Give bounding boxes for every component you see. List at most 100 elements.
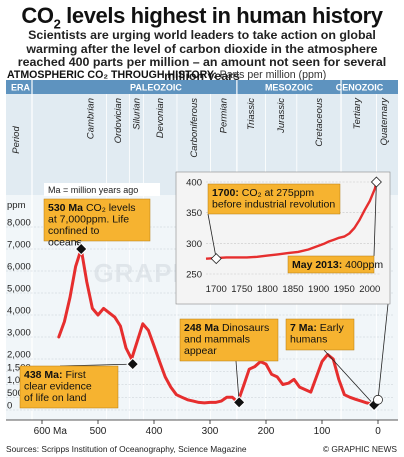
callout-marker	[74, 242, 88, 256]
x-tick-label: 600	[34, 426, 51, 437]
x-axis-label: Ma	[53, 426, 67, 437]
callout-line: humans	[290, 334, 327, 346]
callout-label: 7 Ma:	[290, 322, 320, 334]
callout-text: 7 Ma: Early humans	[290, 322, 344, 346]
callout-box	[285, 318, 355, 351]
callout-line: appear	[184, 345, 217, 357]
era-header-label: ERA	[11, 83, 31, 93]
y-tick-label: 500	[7, 388, 23, 399]
callout-line: confined to	[48, 225, 100, 237]
period-label: Ordovician	[113, 98, 124, 143]
x-axis-note: Ma = million years ago	[44, 183, 160, 196]
y-tick-label: 1,000	[7, 375, 31, 386]
source-note: Sources: Scripps Institution of Oceanogr…	[6, 444, 247, 454]
callout-box	[207, 183, 341, 215]
callout-text: 248 Ma Dinosaurs and mammals appear	[184, 322, 269, 357]
period-label: Silurian	[131, 98, 142, 130]
period-label: Quaternary	[379, 97, 390, 146]
y-tick-label: 0	[7, 401, 12, 412]
credit: © GRAPHIC NEWS	[322, 444, 397, 454]
period-label: Tertiary	[352, 97, 363, 130]
callout-line: 530 Ma CO₂ levels	[48, 202, 136, 214]
callout-text: 530 Ma CO₂ levels at 7,000ppm. Life confin…	[48, 202, 136, 249]
period-label: Triassic	[246, 98, 257, 130]
page-title: CO2 levels highest in human history	[21, 3, 383, 32]
period-label: Devonian	[155, 98, 166, 138]
annotation-248ma: 248 Ma Dinosaurs and mammals appear	[179, 318, 279, 409]
x-tick-label: 400	[146, 426, 163, 437]
callout-text: 438 Ma: First clear evidence of life on la…	[24, 369, 92, 404]
chart-section-label: ATMOSPHERIC CO₂ THROUGH HISTORY: Parts p…	[7, 69, 326, 81]
callout-line: 7 Ma: Early	[290, 322, 344, 334]
period-label: Cretaceous	[314, 98, 325, 147]
callout-box	[287, 255, 375, 274]
callout-box	[43, 198, 151, 242]
callout-leader	[235, 360, 240, 403]
callout-label: 248 Ma	[184, 322, 222, 334]
x-tick-label: 300	[202, 426, 219, 437]
inset-x-tick-label: 1900	[308, 284, 329, 295]
callout-text: May 2013: 400ppm	[292, 259, 383, 271]
period-label: Permian	[219, 98, 230, 133]
y-tick-label: 3,000	[7, 328, 31, 339]
callout-box	[19, 365, 119, 409]
inset-leader	[377, 303, 389, 400]
section-unit: Parts per million (ppm)	[219, 69, 327, 81]
callout-line: oceans	[48, 237, 82, 249]
callout-marker-shape	[370, 176, 382, 188]
x-tick-label: 500	[90, 426, 107, 437]
callout-leader	[207, 213, 217, 259]
callout-line: 438 Ma: First	[24, 369, 86, 381]
callout-label: May 2013:	[292, 259, 345, 271]
callout-marker	[210, 253, 222, 265]
y-axis-label: ppm	[7, 200, 26, 211]
inset-y-tick-label: 350	[186, 208, 202, 219]
x-tick-label: 100	[314, 426, 331, 437]
callout-label: 1700:	[212, 187, 242, 199]
era-header-band	[6, 80, 398, 94]
callout-line: 248 Ma Dinosaurs	[184, 322, 269, 334]
y-tick-label: 1,500	[7, 362, 31, 373]
era-label: PALEOZOIC	[130, 83, 182, 93]
callout-marker-shape	[210, 253, 222, 265]
inset-x-tick-label: 1850	[282, 284, 303, 295]
callout-line: at 7,000ppm. Life	[48, 214, 129, 226]
callout-marker	[126, 357, 140, 371]
period-label: Cambrian	[86, 98, 97, 139]
callout-marker	[370, 176, 382, 188]
inset-x-tick-label: 1950	[334, 284, 355, 295]
present-marker	[373, 394, 383, 405]
period-label: Jurassic	[276, 98, 287, 134]
inset-co2-line	[205, 181, 378, 260]
y-tick-label: 8,000	[7, 218, 31, 229]
y-tick-label: 5,000	[7, 284, 31, 295]
callout-label: 438 Ma:	[24, 369, 65, 381]
callout-leader	[59, 363, 133, 367]
inset-annotation-2013: May 2013: 400ppm	[287, 176, 383, 274]
section-label: ATMOSPHERIC CO₂ THROUGH HISTORY:	[7, 69, 217, 81]
callout-leader	[373, 181, 377, 257]
callout-text: 1700: CO₂ at 275ppm before industrial rev…	[212, 187, 335, 211]
callout-line: of life on land	[24, 392, 87, 404]
inset-y-tick-label: 400	[186, 178, 202, 189]
era-label: MESOZOIC	[265, 83, 314, 93]
x-axis-note-text: Ma = million years ago	[48, 185, 138, 195]
x-tick-label: 200	[258, 426, 275, 437]
y-tick-label: 2,000	[7, 350, 31, 361]
callout-line: clear evidence	[24, 381, 92, 393]
callout-leader	[323, 349, 375, 406]
callout-line: May 2013: 400ppm	[292, 259, 383, 271]
x-tick-label: 0	[375, 426, 381, 437]
inset-x-tick-label: 1800	[257, 284, 278, 295]
co2-history-line	[57, 247, 380, 407]
y-tick-label: 6,000	[7, 262, 31, 273]
callout-label: 530 Ma	[48, 202, 86, 214]
x-axis-note-bg	[44, 183, 160, 196]
callout-marker-shape	[126, 357, 140, 371]
annotation-438ma: 438 Ma: First clear evidence of life on la…	[19, 357, 140, 409]
callout-marker-shape	[74, 242, 88, 256]
period-header-label: Period	[11, 126, 22, 154]
callout-line: before industrial revolution	[212, 199, 335, 211]
inset-chart: 250 300 350 400 1700 1750 1800 1850 1900 1950 2000…	[175, 171, 391, 400]
